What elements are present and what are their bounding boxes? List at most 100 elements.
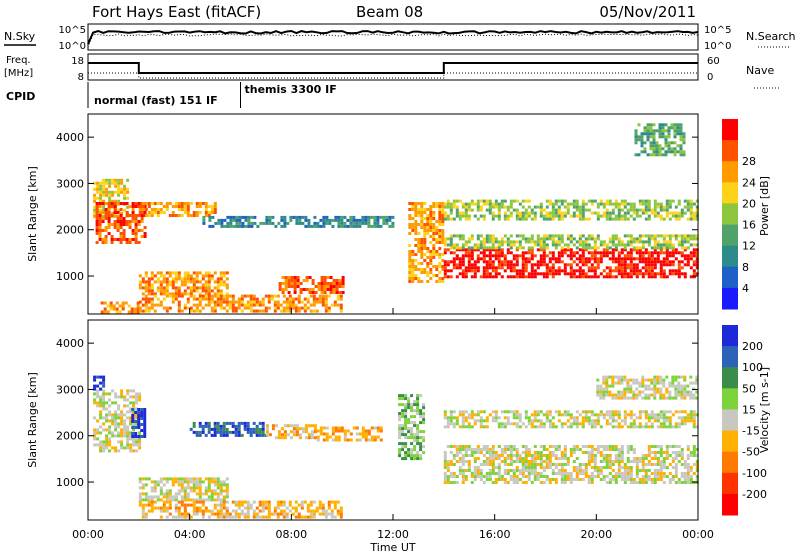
power-cell: [656, 260, 660, 264]
velocity-cell: [467, 425, 471, 429]
velocity-cell: [644, 475, 648, 478]
power-cell: [213, 271, 217, 275]
power-cell: [599, 202, 603, 206]
power-cell: [186, 208, 190, 211]
velocity-cell: [602, 448, 606, 451]
velocity-cell: [243, 427, 247, 431]
power-cell: [311, 291, 315, 294]
velocity-cell: [159, 486, 163, 490]
power-cell: [560, 217, 564, 221]
power-cell: [533, 263, 537, 267]
velocity-cell: [310, 436, 314, 440]
velocity-cell: [150, 495, 154, 499]
velocity-cell: [370, 426, 374, 430]
power-cell: [296, 282, 300, 285]
velocity-cell: [416, 397, 420, 401]
power-cell: [441, 211, 445, 214]
power-cell: [408, 244, 412, 247]
velocity-cell: [177, 509, 181, 513]
velocity-cell: [288, 509, 292, 513]
velocity-cell: [174, 495, 178, 499]
velocity-cell: [695, 469, 699, 472]
power-cell: [665, 205, 669, 209]
velocity-cell: [608, 472, 612, 475]
power-cell: [458, 272, 462, 276]
velocity-cell: [186, 512, 190, 516]
velocity-cell: [189, 498, 193, 502]
power-cell: [455, 199, 459, 203]
velocity-cell: [566, 419, 570, 423]
power-cell: [159, 202, 163, 205]
power-cell: [252, 294, 256, 298]
power-cell: [509, 199, 513, 203]
power-cell: [411, 217, 415, 220]
nsearch-tick-top: 10^5: [704, 25, 731, 36]
power-cell: [623, 214, 627, 218]
velocity-cell: [222, 512, 226, 516]
power-cell: [114, 181, 118, 185]
power-cell: [476, 248, 480, 252]
power-cell: [429, 271, 433, 274]
velocity-cell: [114, 416, 118, 420]
power-cell: [280, 218, 284, 222]
power-cell: [542, 240, 546, 244]
power-cell: [605, 199, 609, 203]
velocity-cell: [132, 422, 136, 426]
velocity-cell: [509, 469, 513, 472]
velocity-cell: [656, 451, 660, 454]
power-cell: [339, 306, 343, 310]
velocity-cell: [476, 475, 480, 478]
velocity-cell: [611, 448, 615, 451]
velocity-cell: [237, 433, 241, 437]
power-cell: [446, 202, 450, 206]
velocity-cell: [488, 472, 492, 475]
velocity-cell: [126, 389, 130, 393]
velocity-cell: [398, 436, 402, 440]
power-cell: [414, 253, 418, 256]
velocity-cell: [337, 426, 341, 430]
velocity-cell: [183, 480, 187, 484]
power-cell: [208, 218, 212, 222]
velocity-cell: [569, 451, 573, 454]
power-cell: [216, 294, 220, 298]
power-region-4: [138, 271, 229, 296]
velocity-cell: [560, 413, 564, 417]
power-cell: [623, 217, 627, 221]
velocity-cell: [216, 515, 220, 519]
power-cell: [411, 262, 415, 265]
velocity-cell: [243, 512, 247, 516]
velocity-cell: [138, 395, 142, 399]
velocity-cell: [569, 475, 573, 478]
velocity-cell: [255, 515, 259, 519]
power-cell: [641, 202, 645, 206]
velocity-cell: [638, 413, 642, 417]
power-cell: [423, 271, 427, 274]
power-cell: [171, 205, 175, 208]
power-cell: [112, 304, 116, 308]
power-cell: [289, 218, 293, 222]
velocity-cell: [596, 445, 600, 448]
velocity-cell: [527, 419, 531, 423]
power-cell: [123, 184, 127, 188]
velocity-cell: [165, 489, 169, 493]
velocity-cell: [416, 394, 420, 398]
velocity-cell: [255, 512, 259, 516]
power-cell: [545, 217, 549, 221]
power-cell: [213, 292, 217, 296]
velocity-cell: [659, 416, 663, 420]
velocity-cell: [216, 424, 220, 428]
power-cell: [240, 309, 244, 313]
velocity-cell: [292, 427, 296, 431]
time-axis-label: Time UT: [369, 541, 415, 554]
velocity-cell: [602, 454, 606, 457]
velocity-cell: [150, 506, 154, 510]
power-cell: [569, 202, 573, 206]
power-cell: [629, 251, 633, 255]
power-cell: [159, 289, 163, 293]
power-cell: [512, 243, 516, 247]
power-cell: [207, 294, 211, 298]
power-cell: [635, 251, 639, 255]
velocity-cell: [629, 466, 633, 469]
velocity-cell: [659, 460, 663, 463]
power-cell: [470, 257, 474, 261]
